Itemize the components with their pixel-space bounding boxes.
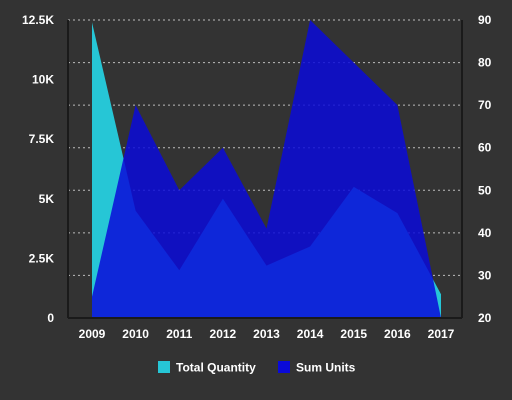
y-right-tick-label: 90 xyxy=(478,13,492,27)
area-sum-units xyxy=(92,20,441,318)
x-tick-label: 2010 xyxy=(122,327,149,341)
y-axis-right: 20 30 40 50 60 70 80 90 xyxy=(478,13,492,325)
y-left-tick-label: 12.5K xyxy=(22,13,54,27)
chart-areas xyxy=(91,19,442,319)
legend-label-sum-units: Sum Units xyxy=(296,361,356,375)
y-axis-left: 0 2.5K 5K 7.5K 10K 12.5K xyxy=(22,13,54,325)
y-right-tick-label: 80 xyxy=(478,56,492,70)
x-tick-label: 2013 xyxy=(253,327,280,341)
legend-swatch-total-quantity xyxy=(158,361,170,373)
x-tick-label: 2015 xyxy=(340,327,367,341)
legend-label-total-quantity: Total Quantity xyxy=(176,361,256,375)
y-right-tick-label: 60 xyxy=(478,141,492,155)
y-left-tick-label: 5K xyxy=(39,192,55,206)
x-tick-label: 2016 xyxy=(384,327,411,341)
x-tick-label: 2014 xyxy=(297,327,324,341)
x-axis: 2009 2010 2011 2012 2013 2014 2015 2016 2017 xyxy=(79,327,455,341)
y-right-tick-label: 30 xyxy=(478,268,492,282)
y-right-tick-label: 70 xyxy=(478,98,492,112)
y-right-tick-label: 20 xyxy=(478,311,492,325)
axis-lines xyxy=(67,20,463,319)
y-left-tick-label: 10K xyxy=(32,73,54,87)
x-tick-label: 2009 xyxy=(79,327,106,341)
y-left-tick-label: 2.5K xyxy=(29,251,55,265)
y-left-tick-label: 0 xyxy=(47,311,54,325)
legend: Total Quantity Sum Units xyxy=(158,361,356,375)
y-right-tick-label: 40 xyxy=(478,226,492,240)
x-tick-label: 2017 xyxy=(428,327,455,341)
y-left-tick-label: 7.5K xyxy=(29,132,55,146)
x-tick-label: 2011 xyxy=(166,327,192,341)
x-tick-label: 2012 xyxy=(210,327,237,341)
y-right-tick-label: 50 xyxy=(478,183,492,197)
legend-swatch-sum-units xyxy=(278,361,290,373)
